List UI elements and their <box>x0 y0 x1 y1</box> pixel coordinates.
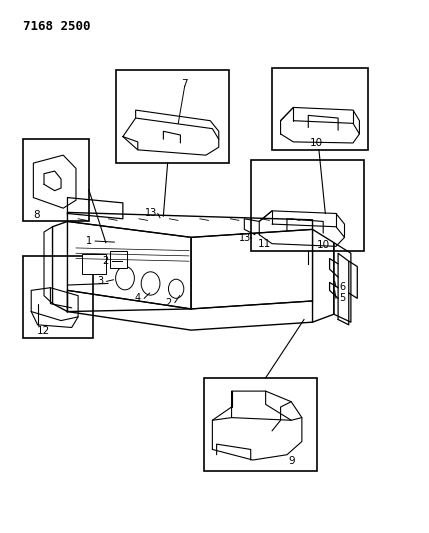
Bar <box>110 251 127 268</box>
Text: 10: 10 <box>317 240 330 251</box>
Text: 3: 3 <box>97 276 103 286</box>
Text: 5: 5 <box>339 293 345 303</box>
Text: 12: 12 <box>36 326 50 336</box>
Text: 4: 4 <box>135 293 141 303</box>
Text: 1: 1 <box>86 236 92 246</box>
Text: 2: 2 <box>103 256 109 266</box>
Text: 13: 13 <box>239 233 251 244</box>
Text: 6: 6 <box>339 281 345 292</box>
Bar <box>116 70 230 163</box>
Bar <box>23 139 89 221</box>
Text: 13: 13 <box>145 208 157 219</box>
Text: 10: 10 <box>310 139 323 149</box>
Text: 2: 2 <box>165 297 172 308</box>
Text: 9: 9 <box>289 456 296 465</box>
Text: 8: 8 <box>33 209 39 220</box>
Text: 11: 11 <box>258 239 272 249</box>
Text: 7168 2500: 7168 2500 <box>23 20 90 33</box>
Bar <box>82 254 106 274</box>
Bar <box>23 256 93 338</box>
Bar <box>251 160 364 251</box>
Bar <box>204 378 317 471</box>
Bar <box>272 68 368 150</box>
Text: 7: 7 <box>181 78 188 88</box>
